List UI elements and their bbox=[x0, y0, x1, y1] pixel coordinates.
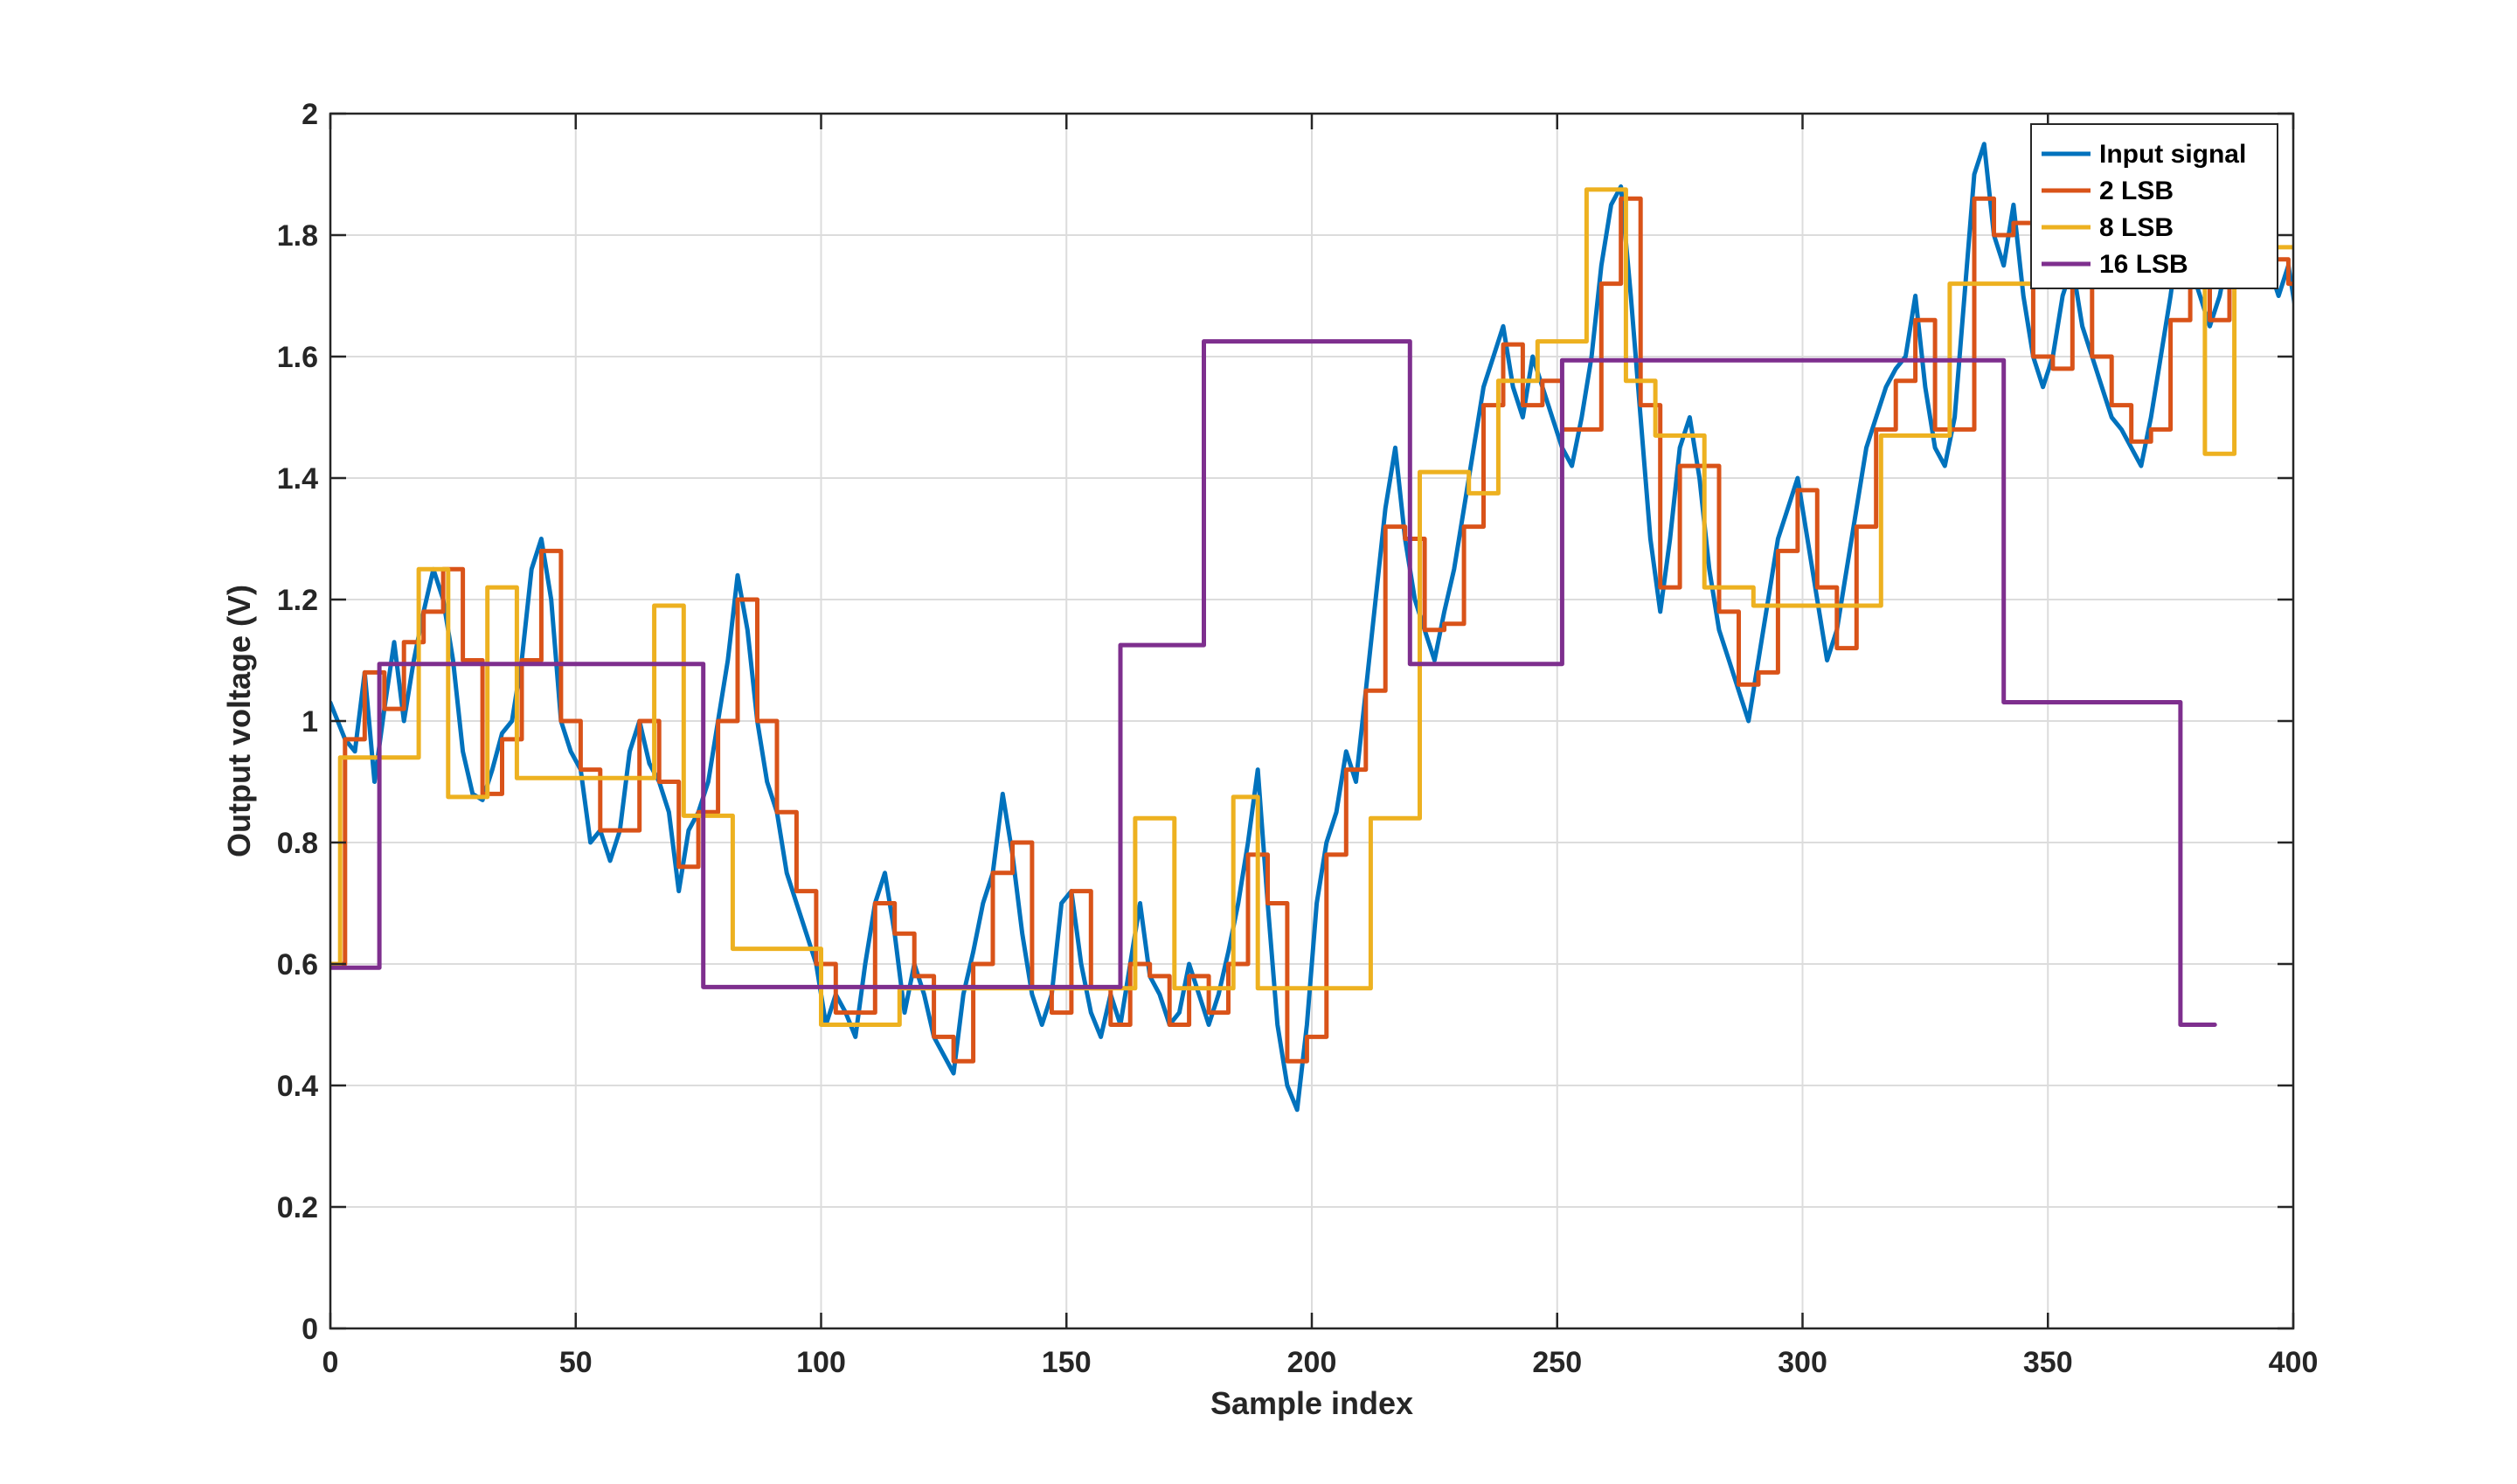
x-tick-label: 0 bbox=[322, 1346, 339, 1379]
y-tick-label: 1.6 bbox=[277, 341, 318, 374]
y-tick-label: 1 bbox=[302, 705, 318, 739]
legend-entry: 8 LSB bbox=[2099, 213, 2174, 242]
legend-box bbox=[2030, 123, 2278, 289]
y-tick-label: 1.2 bbox=[277, 584, 318, 617]
x-tick-label: 350 bbox=[2023, 1346, 2073, 1379]
legend-entry: Input signal bbox=[2099, 140, 2246, 169]
y-tick-label: 0.4 bbox=[277, 1070, 318, 1103]
y-tick-label: 2 bbox=[302, 98, 318, 131]
y-tick-label: 0 bbox=[302, 1313, 318, 1346]
x-tick-label: 400 bbox=[2269, 1346, 2319, 1379]
legend-entry: 16 LSB bbox=[2099, 250, 2188, 279]
y-tick-label: 0.6 bbox=[277, 948, 318, 981]
x-tick-label: 100 bbox=[796, 1346, 846, 1379]
series-line-8-lsb bbox=[330, 187, 2293, 1027]
x-tick-label: 300 bbox=[1778, 1346, 1827, 1379]
y-tick-label: 1.8 bbox=[277, 219, 318, 253]
x-tick-label: 150 bbox=[1042, 1346, 1092, 1379]
series-line-16-lsb bbox=[330, 339, 2217, 1027]
y-axis: 0 0.2 0.4 0.6 0.8 1 1.2 1.4 1.6 1.8 2 bbox=[277, 98, 2293, 1346]
x-tick-label: 200 bbox=[1287, 1346, 1337, 1379]
y-tick-label: 1.4 bbox=[277, 462, 318, 496]
series-line-input-signal bbox=[330, 142, 2293, 1113]
x-tick-label: 250 bbox=[1532, 1346, 1582, 1379]
legend: Input signal 2 LSB 8 LSB 16 LSB bbox=[2030, 123, 2278, 289]
x-axis-label: Sample index bbox=[1210, 1385, 1413, 1421]
y-tick-label: 0.2 bbox=[277, 1191, 318, 1224]
y-axis-label: Output voltage (V) bbox=[221, 585, 257, 857]
legend-entry: 2 LSB bbox=[2099, 177, 2174, 205]
x-axis: 0 50 100 150 200 250 300 350 400 bbox=[322, 114, 2319, 1379]
y-tick-label: 0.8 bbox=[277, 827, 318, 860]
x-tick-label: 50 bbox=[559, 1346, 593, 1379]
